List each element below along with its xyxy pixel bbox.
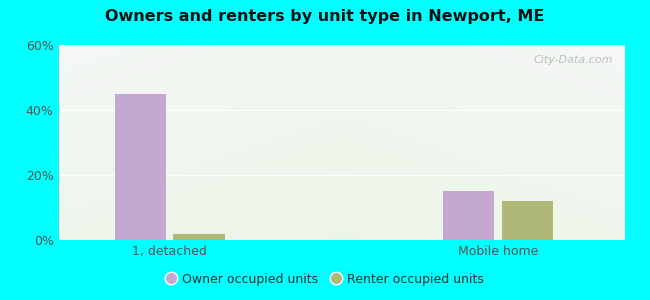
Bar <box>115 94 166 240</box>
Text: City-Data.com: City-Data.com <box>533 55 613 65</box>
Text: Owners and renters by unit type in Newport, ME: Owners and renters by unit type in Newpo… <box>105 9 545 24</box>
Legend: Owner occupied units, Renter occupied units: Owner occupied units, Renter occupied un… <box>161 268 489 291</box>
Bar <box>502 201 553 240</box>
Bar <box>443 191 495 240</box>
Bar <box>174 233 224 240</box>
